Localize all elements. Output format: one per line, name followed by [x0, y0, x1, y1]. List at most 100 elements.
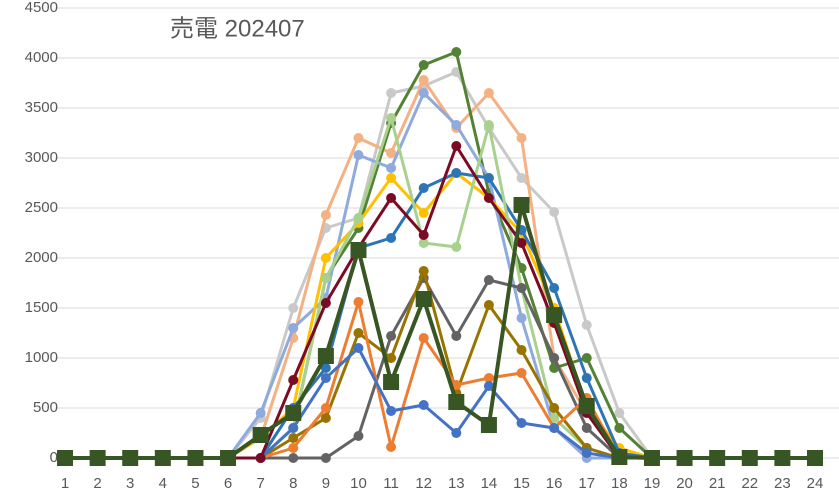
- point: [483, 173, 494, 183]
- point: [451, 242, 462, 252]
- x-tick-label: 19: [644, 475, 661, 492]
- point: [448, 394, 465, 410]
- x-tick-label: 17: [578, 475, 595, 492]
- point: [386, 148, 397, 158]
- point: [513, 197, 530, 213]
- y-tick-label: 0: [50, 449, 58, 466]
- y-tick-label: 500: [33, 399, 58, 416]
- point: [516, 345, 527, 355]
- y-tick-label: 3500: [25, 99, 58, 116]
- point: [483, 373, 494, 383]
- point: [220, 450, 237, 466]
- point: [709, 450, 726, 466]
- point: [516, 368, 527, 378]
- x-tick-label: 1: [61, 475, 69, 492]
- point: [386, 233, 397, 243]
- point: [549, 423, 560, 433]
- point: [483, 120, 494, 130]
- point: [187, 450, 204, 466]
- point: [483, 88, 494, 98]
- point: [353, 133, 364, 143]
- x-tick-label: 12: [415, 475, 432, 492]
- point: [353, 213, 364, 223]
- point: [386, 113, 397, 123]
- point: [418, 60, 429, 70]
- point: [549, 353, 560, 363]
- point: [581, 423, 592, 433]
- point: [578, 398, 595, 414]
- series-line: [65, 269, 815, 460]
- point: [451, 428, 462, 438]
- point: [288, 303, 299, 313]
- point: [581, 353, 592, 363]
- point: [614, 423, 625, 433]
- series-line: [65, 171, 815, 460]
- x-tick-label: 3: [126, 475, 134, 492]
- point: [252, 427, 269, 443]
- point: [353, 328, 364, 338]
- point: [320, 253, 331, 263]
- point: [350, 242, 367, 258]
- x-tick-label: 8: [289, 475, 297, 492]
- x-tick-label: 2: [93, 475, 101, 492]
- chart-title: 売電 202407: [170, 15, 305, 42]
- x-tick-label: 11: [383, 475, 399, 492]
- x-tick-label: 24: [807, 475, 824, 492]
- x-tick-label: 13: [448, 475, 465, 492]
- x-tick-label: 4: [159, 475, 167, 492]
- point: [418, 266, 429, 276]
- x-tick-label: 5: [191, 475, 199, 492]
- point: [320, 363, 331, 373]
- point: [418, 183, 429, 193]
- point: [383, 374, 400, 390]
- point: [320, 413, 331, 423]
- point: [483, 300, 494, 310]
- series-line: [65, 70, 815, 460]
- series-line: [65, 276, 815, 460]
- y-tick-label: 4000: [25, 49, 58, 66]
- point: [255, 453, 266, 463]
- point: [581, 373, 592, 383]
- point: [57, 450, 73, 466]
- y-tick-label: 1000: [25, 349, 58, 366]
- point: [581, 448, 592, 458]
- point: [386, 88, 397, 98]
- point: [483, 275, 494, 285]
- point: [480, 417, 497, 433]
- point: [451, 120, 462, 130]
- point: [320, 210, 331, 220]
- point: [288, 323, 299, 333]
- point: [386, 173, 397, 183]
- point: [451, 141, 462, 151]
- point: [451, 67, 462, 77]
- point: [516, 133, 527, 143]
- point: [320, 453, 331, 463]
- point: [288, 443, 299, 453]
- point: [386, 193, 397, 203]
- point: [516, 173, 527, 183]
- point: [418, 75, 429, 85]
- point: [255, 408, 266, 418]
- point: [451, 331, 462, 341]
- series-line: [65, 116, 815, 460]
- point: [549, 413, 560, 423]
- point: [285, 405, 302, 421]
- point: [774, 450, 791, 466]
- point: [386, 353, 397, 363]
- x-tick-label: 18: [611, 475, 628, 492]
- point: [418, 238, 429, 248]
- point: [451, 168, 462, 178]
- point: [741, 450, 758, 466]
- point: [386, 442, 397, 452]
- point: [353, 297, 364, 307]
- y-tick-label: 3000: [25, 149, 58, 166]
- point: [418, 230, 429, 240]
- point: [122, 450, 139, 466]
- point: [320, 273, 331, 283]
- point: [451, 47, 462, 57]
- y-tick-label: 1500: [25, 299, 58, 316]
- point: [386, 163, 397, 173]
- point: [418, 88, 429, 98]
